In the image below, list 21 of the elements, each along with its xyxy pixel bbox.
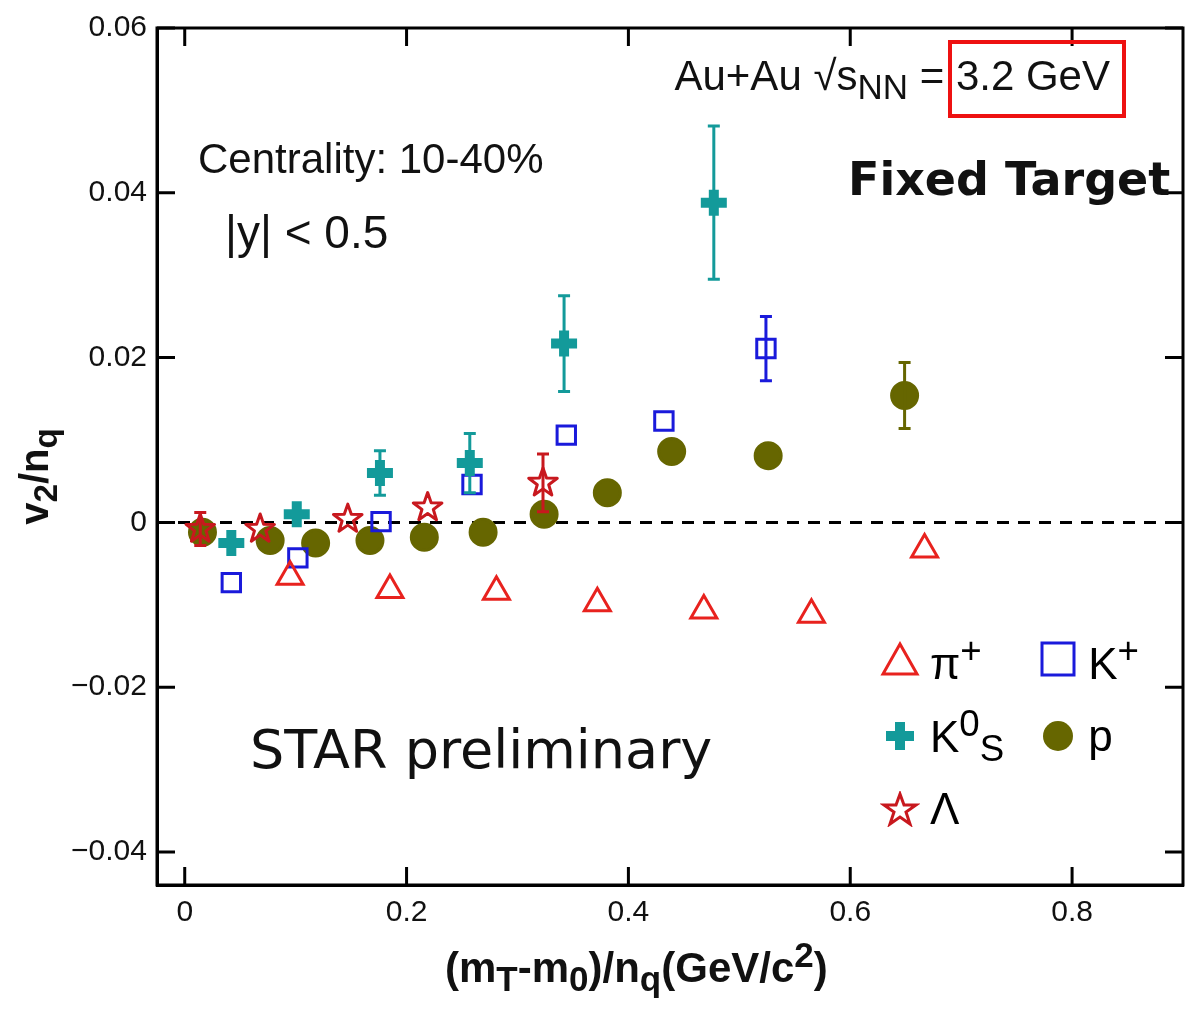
y-tick-label: 0.04 — [88, 174, 147, 208]
x-tick-label: 0.2 — [385, 894, 428, 928]
annotation: |y| < 0.5 — [225, 205, 389, 259]
y-tick-label: −0.02 — [71, 668, 147, 702]
annotation: STAR preliminary — [250, 718, 713, 781]
annotation: Au+Au √s$_{NN}$ = 3.2 GeV — [674, 52, 1110, 108]
y-tick-label: −0.04 — [71, 833, 147, 867]
y-tick-label: 0.06 — [88, 9, 147, 43]
legend-label: Λ — [930, 784, 960, 835]
legend-label: π$^{+}$ — [930, 630, 982, 689]
y-tick-label: 0.02 — [88, 338, 147, 372]
x-tick-label: 0.8 — [1051, 894, 1093, 928]
annotation: Centrality: 10-40% — [198, 135, 544, 183]
x-tick-label: 0.4 — [607, 894, 650, 928]
legend-label: p — [1088, 711, 1113, 762]
annotation: Fixed Target — [848, 152, 1171, 206]
text: (m$_{T}$-m$_{0}$)/n$_{q}$(GeV/c$^{2}$) — [445, 935, 828, 999]
x-tick-label: 0 — [176, 894, 194, 928]
legend-label: K$^{+}$ — [1088, 630, 1139, 689]
x-tick-label: 0.6 — [829, 894, 872, 928]
y-tick-label: 0 — [130, 503, 147, 537]
